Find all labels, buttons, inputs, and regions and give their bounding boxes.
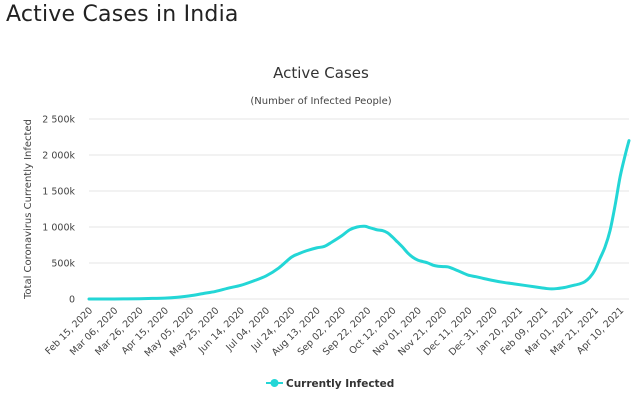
legend[interactable]: Currently Infected bbox=[266, 378, 394, 390]
legend-marker bbox=[270, 379, 279, 387]
chart-subtitle: (Number of Infected People) bbox=[250, 96, 391, 107]
chart-title: Active Cases bbox=[273, 64, 369, 82]
y-tick-label: 0 bbox=[69, 295, 75, 306]
y-tick-label: 2 000k bbox=[42, 151, 75, 162]
series-line-currently-infected[interactable] bbox=[87, 139, 631, 301]
y-axis-ticks: 0 500k 1 000k 1 500k 2 000k 2 500k bbox=[42, 115, 75, 306]
series-layer bbox=[87, 139, 631, 301]
legend-entry-currently-infected: Currently Infected bbox=[286, 378, 394, 390]
y-tick-label: 500k bbox=[51, 259, 75, 270]
page-heading: Active Cases in India bbox=[6, 2, 239, 27]
y-tick-label: 2 500k bbox=[42, 115, 75, 126]
gridlines bbox=[89, 118, 629, 300]
y-tick-label: 1 500k bbox=[42, 187, 75, 198]
y-axis-label: Total Coronavirus Currently Infected bbox=[23, 119, 34, 300]
y-tick-label: 1 000k bbox=[42, 223, 75, 234]
